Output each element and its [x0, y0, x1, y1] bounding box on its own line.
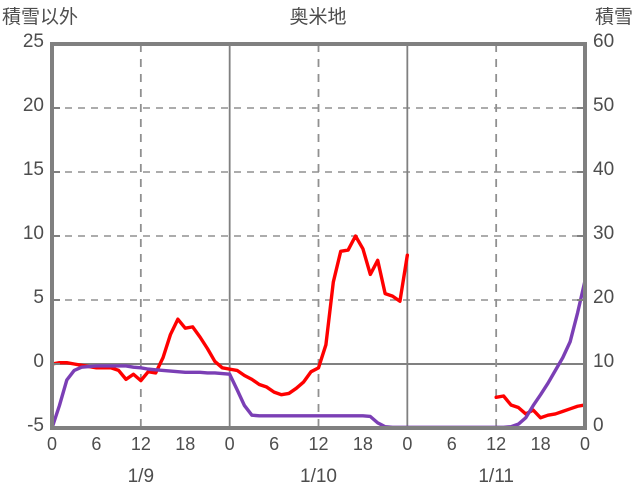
grid-layer	[52, 44, 585, 428]
y-tick-label-right: 50	[593, 95, 615, 116]
x-tick-label: 18	[530, 434, 551, 454]
y-tick-label-left: 15	[22, 159, 44, 180]
tick-marks	[52, 107, 585, 365]
y-tick-label-left: 20	[22, 95, 44, 116]
x-tick-label: 12	[130, 434, 151, 454]
chart-title: 奥米地	[289, 7, 347, 28]
x-tick-label: 0	[224, 434, 235, 454]
x-tick-label: 6	[269, 434, 280, 454]
x-tick-label: 18	[352, 434, 373, 454]
y-tick-label-left: 5	[33, 287, 44, 308]
y-tick-label-left: 25	[22, 31, 44, 52]
y-tick-label-right: 20	[593, 287, 615, 308]
x-axis-day-label: 1/9	[127, 466, 155, 487]
x-tick-label: 6	[91, 434, 102, 454]
x-tick-label: 18	[175, 434, 196, 454]
x-tick-label: 0	[402, 434, 413, 454]
y-tick-label-left: 10	[22, 223, 44, 244]
x-axis-day-label: 1/10	[300, 466, 337, 487]
y-tick-label-left: -5	[27, 415, 44, 436]
y-tick-label-right: 40	[593, 159, 615, 180]
x-tick-label: 0	[579, 434, 590, 454]
y-tick-label-left: 0	[33, 351, 44, 372]
series-line-1	[494, 394, 587, 420]
right-axis-title: 積雪	[594, 7, 633, 28]
y-tick-label-right: 60	[593, 31, 615, 52]
y-tick-label-right: 10	[593, 351, 615, 372]
y-tick-label-right: 30	[593, 223, 615, 244]
x-tick-label: 0	[46, 434, 57, 454]
series-line-1	[50, 234, 410, 397]
x-tick-label: 12	[486, 434, 507, 454]
y-tick-label-right: 0	[593, 415, 604, 436]
left-axis-title: 積雪以外	[2, 7, 79, 28]
x-tick-label: 12	[308, 434, 329, 454]
x-axis-day-label: 1/11	[478, 466, 514, 487]
x-tick-label: 6	[446, 434, 457, 454]
